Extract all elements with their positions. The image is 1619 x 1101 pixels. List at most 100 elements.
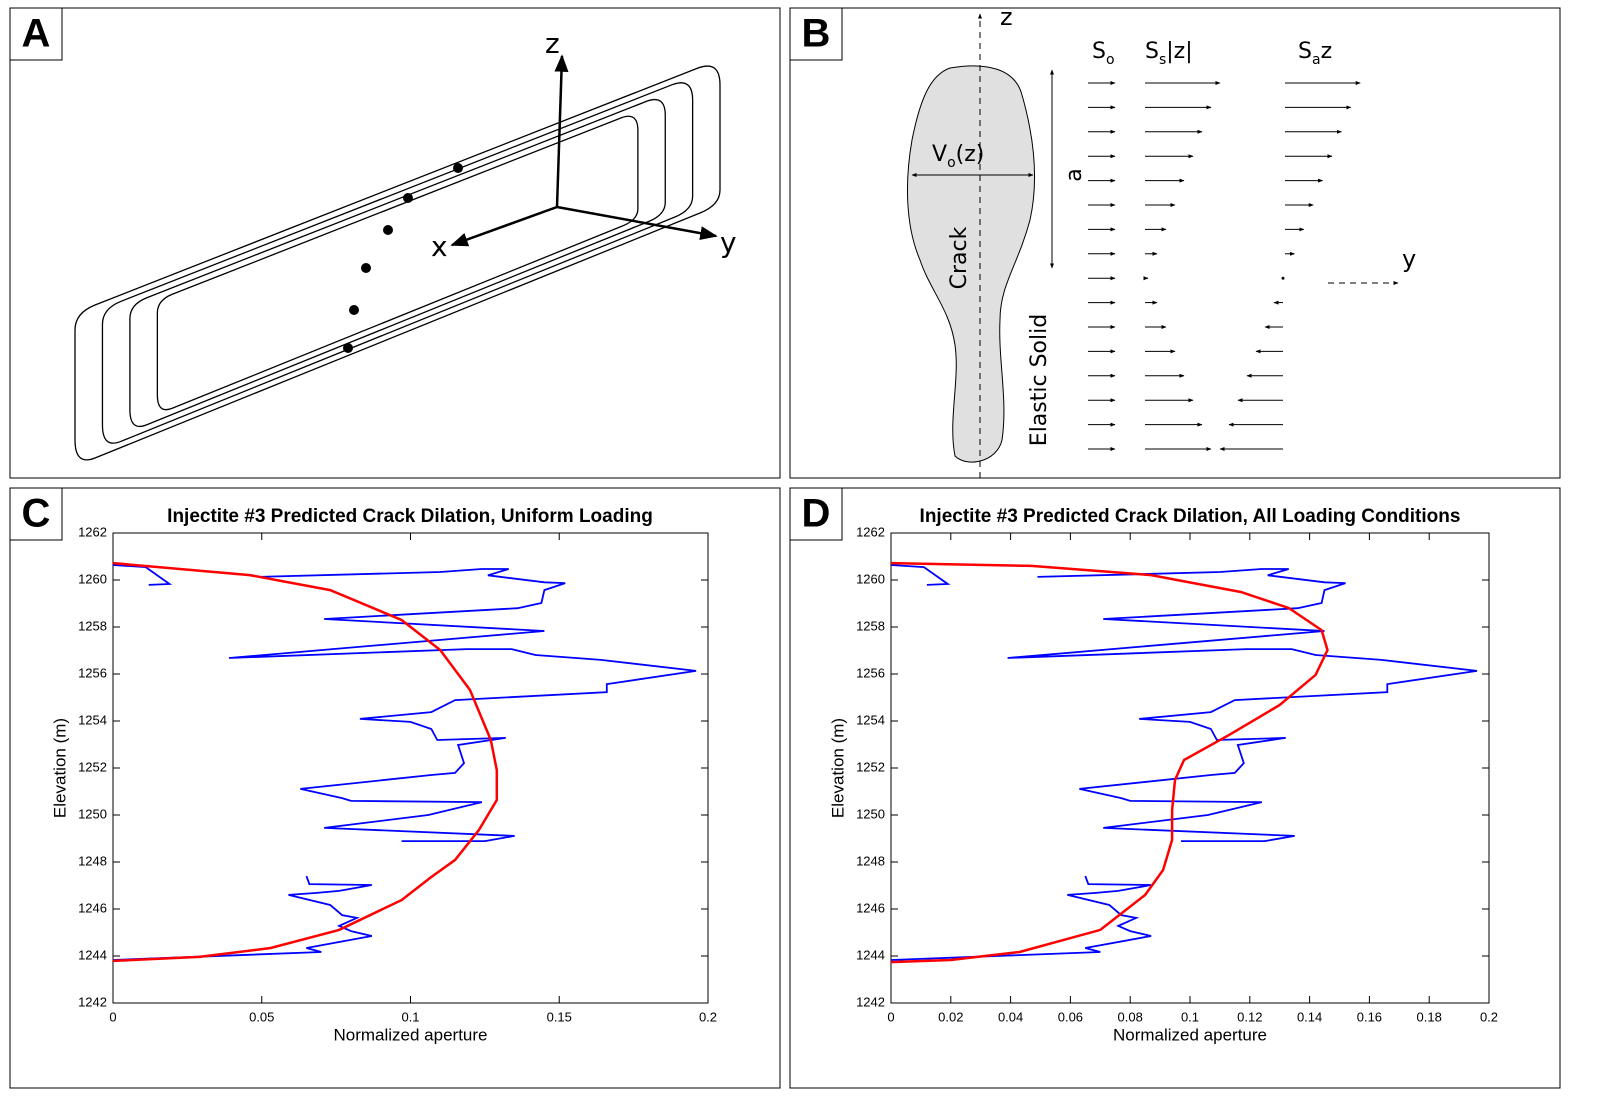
x-tick-label: 0.16: [1357, 1009, 1382, 1024]
y-tick-label: 1258: [856, 618, 885, 633]
label-box: [789, 487, 843, 541]
stress-arrows: [1088, 81, 1361, 451]
chart-title: Injectite #3 Predicted Crack Dilation, A…: [920, 506, 1461, 527]
loop: [75, 66, 720, 460]
x-tick-label: 0.2: [699, 1009, 717, 1024]
x-tick-label: 0.18: [1417, 1009, 1442, 1024]
x-tick-label: 0.04: [998, 1009, 1023, 1024]
column-label: Saz: [1298, 39, 1332, 68]
axes: [450, 54, 718, 247]
y-tick-label: 1260: [78, 571, 107, 586]
y-tick-label: 1262: [856, 524, 885, 539]
loop: [157, 116, 638, 409]
y-tick-label: 1244: [78, 947, 107, 962]
plot-area: [112, 532, 709, 1004]
label-box: [789, 7, 843, 61]
subscript: s: [1159, 52, 1166, 68]
symbol-tail: z: [1321, 39, 1333, 64]
y-tick-label: 1258: [78, 618, 107, 633]
y-tick-label: 1250: [856, 806, 885, 821]
panel-frame: [789, 7, 1561, 479]
dot: [1281, 276, 1285, 280]
x-tick-label: 0: [109, 1009, 116, 1024]
y-tick-label: 1256: [856, 665, 885, 680]
y-tick-label: 1250: [78, 806, 107, 821]
data-line: [112, 564, 697, 961]
subscript: a: [1312, 52, 1321, 68]
y-tick-label: 1252: [856, 759, 885, 774]
chart-title: Injectite #3 Predicted Crack Dilation, U…: [167, 506, 653, 527]
axis-label: y: [720, 226, 737, 259]
y-tick-label: 1242: [78, 994, 107, 1009]
x-tick-label: 0.12: [1237, 1009, 1262, 1024]
symbol: S: [1298, 39, 1312, 64]
y-tick-label: 1256: [78, 665, 107, 680]
panel-label: C: [22, 492, 51, 536]
y-axis-label: Elevation (m): [50, 718, 69, 818]
subscript: o: [1106, 52, 1115, 68]
label-box: [9, 7, 63, 61]
chart: Injectite #3 Predicted Crack Dilation, U…: [50, 506, 717, 1044]
panel-label: D: [802, 492, 831, 536]
x-axis-label: Normalized aperture: [1113, 1025, 1267, 1044]
dots: [343, 163, 463, 353]
symbol-tail: |z|: [1166, 39, 1192, 64]
plot-area: [890, 532, 1490, 1004]
column-label: Ss|z|: [1145, 39, 1193, 68]
x-tick-label: 0.1: [1181, 1009, 1199, 1024]
y-tick-label: 1242: [856, 994, 885, 1009]
x-tick-label: 0.02: [938, 1009, 963, 1024]
panel-frame: [9, 7, 781, 479]
height-label: a: [1062, 168, 1087, 181]
x-tick-label: 0.15: [547, 1009, 572, 1024]
y-tick-label: 1248: [78, 853, 107, 868]
crack-shape: [906, 65, 1036, 463]
x-tick-label: 0.1: [401, 1009, 419, 1024]
panel-labels: A B C D: [9, 7, 843, 541]
y-axis-label: Elevation (m): [828, 718, 847, 818]
loop: [130, 100, 665, 427]
symbol: S: [1092, 39, 1106, 64]
y-tick-label: 1244: [856, 947, 885, 962]
y-tick-label: 1262: [78, 524, 107, 539]
x-tick-label: 0.14: [1297, 1009, 1322, 1024]
x-tick-label: 0.2: [1480, 1009, 1498, 1024]
x-tick-label: 0: [887, 1009, 894, 1024]
x-tick-label: 0.05: [249, 1009, 274, 1024]
symbol: S: [1145, 39, 1159, 64]
axis-label: z: [1000, 3, 1013, 31]
symbol-tail: (z): [956, 142, 985, 167]
x-tick-label: 0.08: [1118, 1009, 1143, 1024]
width-label: Vo(z): [932, 142, 984, 171]
loop: [102, 83, 692, 443]
panel-frame: [789, 487, 1561, 1089]
panel-label: A: [22, 12, 51, 56]
panel-frame: [9, 487, 781, 1089]
chart: Injectite #3 Predicted Crack Dilation, A…: [828, 506, 1498, 1044]
solid-label: Elastic Solid: [1027, 314, 1052, 446]
axis-label: y: [1402, 245, 1416, 273]
y-tick-label: 1246: [856, 900, 885, 915]
axis-label: x: [431, 230, 448, 263]
y-tick-label: 1248: [856, 853, 885, 868]
column-label: So: [1092, 39, 1115, 68]
y-tick-label: 1246: [78, 900, 107, 915]
panel-label: B: [802, 12, 831, 56]
y-tick-label: 1254: [856, 712, 885, 727]
subscript: o: [947, 155, 956, 171]
y-tick-label: 1254: [78, 712, 107, 727]
symbol: V: [932, 142, 947, 167]
x-tick-label: 0.06: [1058, 1009, 1083, 1024]
label-box: [9, 487, 63, 541]
axis-label: z: [545, 27, 560, 60]
panel-b: z y a Crack Elastic Solid Vo(z) So Ss|z|…: [906, 3, 1416, 478]
charts: Injectite #3 Predicted Crack Dilation, U…: [50, 506, 1498, 1044]
y-tick-label: 1252: [78, 759, 107, 774]
y-tick-label: 1260: [856, 571, 885, 586]
data-line: [112, 561, 499, 963]
crack-label: Crack: [947, 226, 972, 289]
x-axis-label: Normalized aperture: [333, 1025, 487, 1044]
panel-a: z x y: [75, 27, 737, 460]
data-line: [890, 561, 1329, 964]
